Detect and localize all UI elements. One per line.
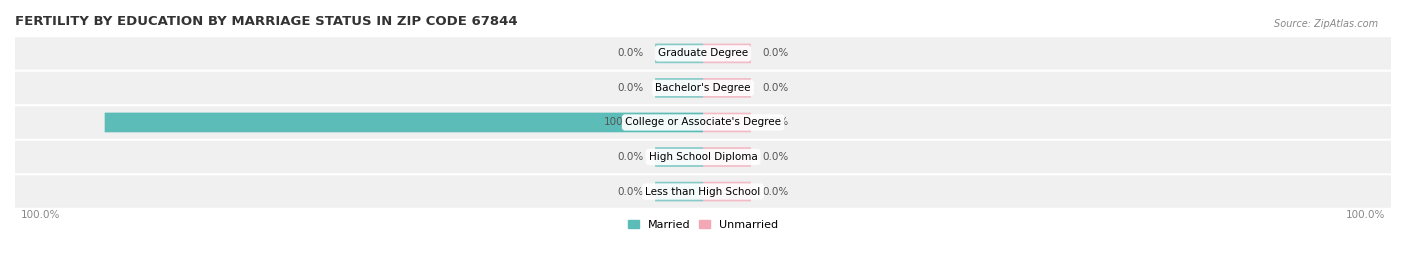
FancyBboxPatch shape [655,147,703,167]
FancyBboxPatch shape [655,44,703,63]
Text: High School Diploma: High School Diploma [648,152,758,162]
Text: 100.0%: 100.0% [603,118,643,128]
Text: 100.0%: 100.0% [21,210,60,220]
Text: 0.0%: 0.0% [763,83,789,93]
Text: FERTILITY BY EDUCATION BY MARRIAGE STATUS IN ZIP CODE 67844: FERTILITY BY EDUCATION BY MARRIAGE STATU… [15,15,517,28]
FancyBboxPatch shape [703,78,751,98]
Text: College or Associate's Degree: College or Associate's Degree [626,118,780,128]
FancyBboxPatch shape [15,141,1391,173]
FancyBboxPatch shape [15,106,1391,139]
FancyBboxPatch shape [15,175,1391,208]
FancyBboxPatch shape [655,182,703,201]
FancyBboxPatch shape [15,37,1391,70]
Text: Graduate Degree: Graduate Degree [658,48,748,58]
Text: 0.0%: 0.0% [617,48,643,58]
Text: 0.0%: 0.0% [763,48,789,58]
FancyBboxPatch shape [15,72,1391,104]
Text: 0.0%: 0.0% [617,186,643,197]
Text: 100.0%: 100.0% [1346,210,1385,220]
FancyBboxPatch shape [104,113,703,132]
Text: 0.0%: 0.0% [617,83,643,93]
Legend: Married, Unmarried: Married, Unmarried [623,215,783,234]
Text: 0.0%: 0.0% [763,186,789,197]
FancyBboxPatch shape [655,78,703,98]
FancyBboxPatch shape [703,44,751,63]
Text: 0.0%: 0.0% [617,152,643,162]
FancyBboxPatch shape [703,147,751,167]
FancyBboxPatch shape [703,182,751,201]
Text: Less than High School: Less than High School [645,186,761,197]
Text: 0.0%: 0.0% [763,152,789,162]
FancyBboxPatch shape [703,113,751,132]
Text: Bachelor's Degree: Bachelor's Degree [655,83,751,93]
Text: Source: ZipAtlas.com: Source: ZipAtlas.com [1274,19,1378,29]
Text: 0.0%: 0.0% [763,118,789,128]
